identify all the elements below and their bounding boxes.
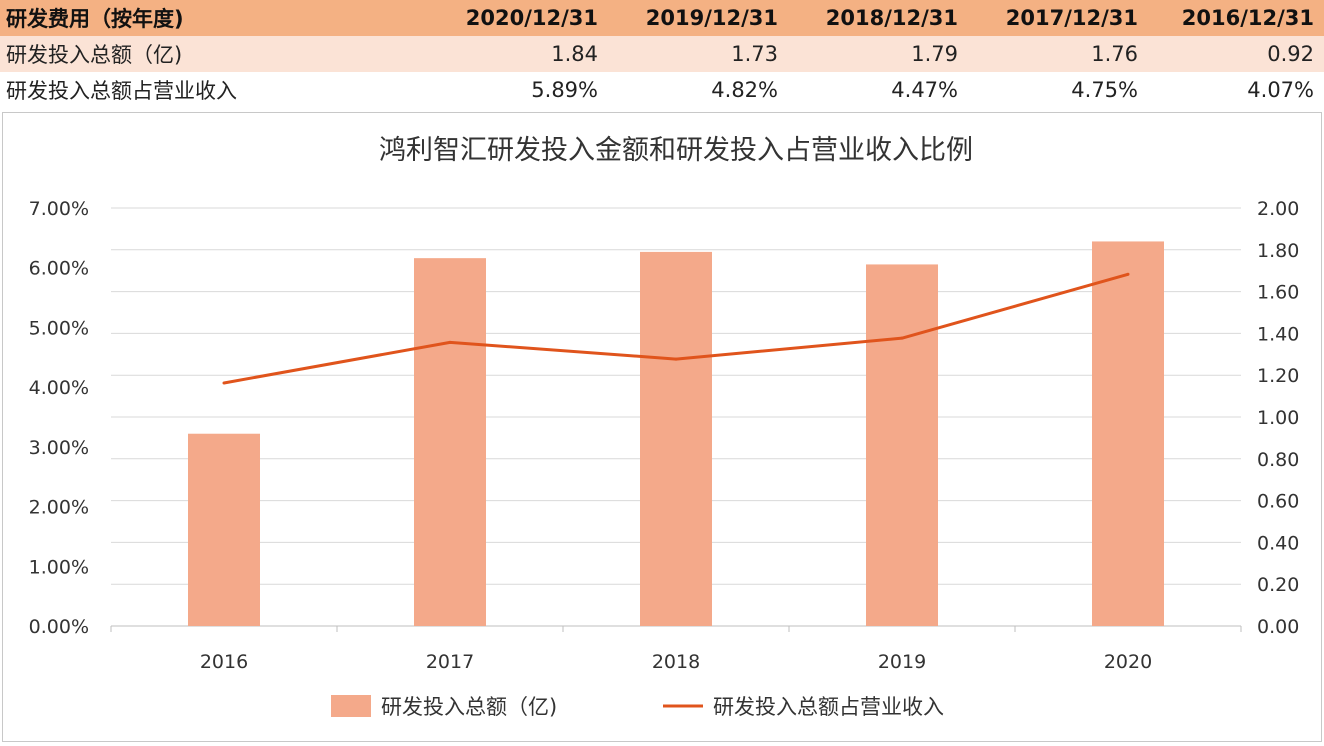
y-right-tick-label: 1.00 bbox=[1257, 407, 1299, 429]
y-left-tick-label: 4.00% bbox=[29, 377, 89, 399]
chart-container: 鸿利智汇研发投入金额和研发投入占营业收入比例 0.00% 1.00% 2.00% 3.0… bbox=[2, 112, 1322, 742]
bar-2018 bbox=[640, 251, 712, 626]
chart-title: 鸿利智汇研发投入金额和研发投入占营业收入比例 bbox=[379, 135, 973, 166]
bar-2020 bbox=[1092, 241, 1164, 626]
header-cell: 研发费用（按年度) bbox=[0, 0, 290, 36]
y-right-tick-label: 0.80 bbox=[1257, 449, 1299, 471]
y-right-tick-label: 0.00 bbox=[1257, 616, 1299, 638]
line-point-2019 bbox=[900, 336, 904, 340]
table-cell: 1.76 bbox=[968, 36, 1148, 72]
bar-2017 bbox=[414, 258, 486, 626]
y-right-tick-label: 2.00 bbox=[1257, 198, 1299, 220]
y-right-tick-label: 1.60 bbox=[1257, 282, 1299, 304]
y-right-tick-label: 0.20 bbox=[1257, 574, 1299, 596]
line-point-2018 bbox=[674, 357, 678, 361]
header-cell: 2016/12/31 bbox=[1148, 0, 1324, 36]
y-left-tick-label: 6.00% bbox=[29, 258, 89, 280]
table-cell: 4.75% bbox=[968, 72, 1148, 108]
x-tick-label: 2017 bbox=[426, 651, 474, 673]
y-left-tick-label: 5.00% bbox=[29, 317, 89, 339]
rd-expense-table: 研发费用（按年度) 2020/12/31 2019/12/31 2018/12/… bbox=[0, 0, 1324, 108]
table-cell: 0.92 bbox=[1148, 36, 1324, 72]
y-right-tick-label: 1.20 bbox=[1257, 365, 1299, 387]
header-cell: 2020/12/31 bbox=[290, 0, 608, 36]
y-right-tick-label: 1.40 bbox=[1257, 323, 1299, 345]
line-point-2017 bbox=[448, 340, 452, 344]
y-right-tick-label: 0.40 bbox=[1257, 532, 1299, 554]
bar-2016 bbox=[188, 433, 260, 626]
x-tick-label: 2018 bbox=[652, 651, 700, 673]
x-tick-label: 2020 bbox=[1104, 651, 1152, 673]
table-cell: 4.47% bbox=[788, 72, 968, 108]
table-cell: 5.89% bbox=[290, 72, 608, 108]
table-cell: 1.79 bbox=[788, 36, 968, 72]
row-label: 研发投入总额（亿) bbox=[0, 36, 290, 72]
header-cell: 2017/12/31 bbox=[968, 0, 1148, 36]
y-left-tick-label: 1.00% bbox=[29, 556, 89, 578]
table-row: 研发投入总额占营业收入 5.89% 4.82% 4.47% 4.75% 4.07… bbox=[0, 72, 1324, 108]
table-cell: 1.84 bbox=[290, 36, 608, 72]
table-header-row: 研发费用（按年度) 2020/12/31 2019/12/31 2018/12/… bbox=[0, 0, 1324, 36]
header-cell: 2019/12/31 bbox=[608, 0, 788, 36]
y-left-tick-label: 3.00% bbox=[29, 437, 89, 459]
legend-bar-label: 研发投入总额（亿) bbox=[381, 695, 557, 719]
table-row: 研发投入总额（亿) 1.84 1.73 1.79 1.76 0.92 bbox=[0, 36, 1324, 72]
line-point-2016 bbox=[222, 381, 226, 385]
table-cell: 1.73 bbox=[608, 36, 788, 72]
combo-chart: 鸿利智汇研发投入金额和研发投入占营业收入比例 0.00% 1.00% 2.00% 3.0… bbox=[29, 135, 1300, 719]
y-right-tick-label: 1.80 bbox=[1257, 240, 1299, 262]
legend-line-label: 研发投入总额占营业收入 bbox=[713, 695, 944, 719]
y-left-tick-label: 7.00% bbox=[29, 198, 89, 220]
bar-2019 bbox=[866, 264, 938, 626]
row-label: 研发投入总额占营业收入 bbox=[0, 72, 290, 108]
table-cell: 4.07% bbox=[1148, 72, 1324, 108]
legend-bar-swatch bbox=[331, 695, 371, 717]
y-right-tick-label: 0.60 bbox=[1257, 491, 1299, 513]
header-cell: 2018/12/31 bbox=[788, 0, 968, 36]
y-left-tick-label: 2.00% bbox=[29, 497, 89, 519]
table-cell: 4.82% bbox=[608, 72, 788, 108]
x-tick-label: 2016 bbox=[200, 651, 248, 673]
y-left-tick-label: 0.00% bbox=[29, 616, 89, 638]
x-tick-label: 2019 bbox=[878, 651, 926, 673]
line-point-2020 bbox=[1126, 272, 1130, 276]
